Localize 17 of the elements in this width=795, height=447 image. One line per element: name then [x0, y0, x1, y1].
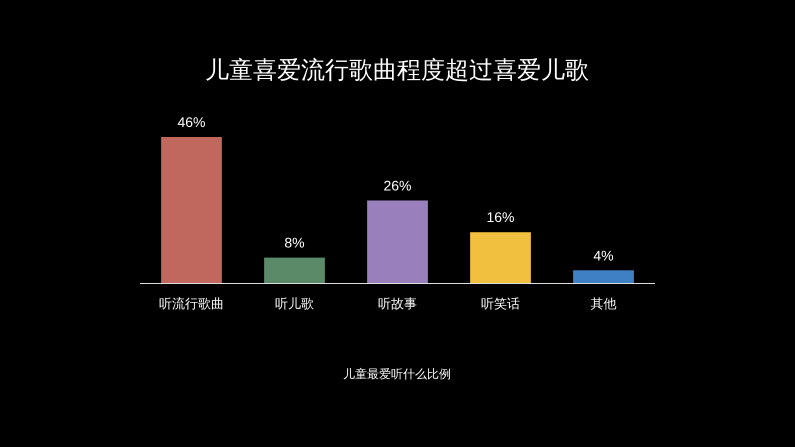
- x-tick-label: 听故事: [378, 296, 417, 311]
- x-tick-label: 听儿歌: [275, 296, 314, 311]
- x-tick-label: 听流行歌曲: [159, 296, 224, 311]
- x-tick-label: 其他: [590, 296, 616, 311]
- bar: [264, 258, 325, 283]
- data-label: 16%: [486, 209, 515, 226]
- bar: [161, 137, 222, 283]
- bar: [573, 270, 634, 283]
- x-axis-title: 儿童最爱听什么比例: [343, 367, 451, 381]
- data-label: 46%: [177, 114, 206, 130]
- data-label: 8%: [284, 234, 305, 251]
- x-tick-label: 听笑话: [481, 296, 520, 311]
- chart-title: 儿童喜爱流行歌曲程度超过喜爱儿歌: [205, 57, 589, 84]
- data-label: 26%: [383, 177, 412, 194]
- bar: [470, 232, 531, 283]
- bar: [367, 200, 428, 283]
- data-label: 4%: [593, 247, 614, 264]
